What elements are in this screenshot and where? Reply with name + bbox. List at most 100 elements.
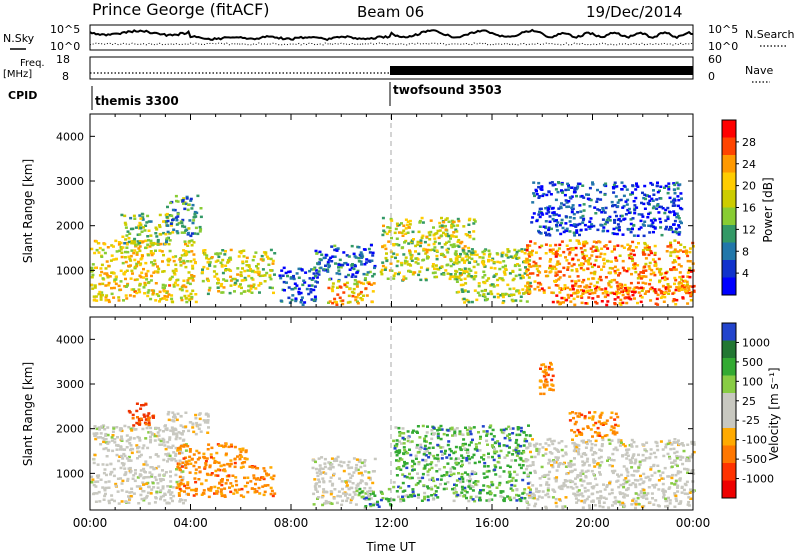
echo-cell bbox=[220, 494, 224, 498]
echo-cell bbox=[140, 212, 144, 216]
echo-cell bbox=[174, 269, 178, 273]
echo-cell bbox=[520, 248, 524, 251]
echo-cell bbox=[482, 270, 486, 273]
echo-cell bbox=[329, 490, 333, 493]
echo-cell bbox=[449, 449, 453, 453]
echo-cell bbox=[176, 231, 180, 235]
echo-cell bbox=[472, 481, 476, 484]
echo-cell bbox=[213, 492, 216, 495]
echo-cell bbox=[561, 191, 565, 194]
echo-cell bbox=[587, 225, 591, 228]
echo-cell bbox=[426, 248, 430, 252]
echo-cell bbox=[129, 264, 132, 267]
echo-cell bbox=[161, 494, 165, 498]
echo-cell bbox=[422, 453, 426, 456]
echo-cell bbox=[158, 290, 162, 294]
echo-cell bbox=[341, 492, 345, 495]
echo-cell bbox=[156, 455, 160, 458]
echo-cell bbox=[411, 490, 415, 494]
data-region bbox=[392, 424, 532, 503]
echo-cell bbox=[646, 492, 650, 495]
echo-cell bbox=[190, 274, 194, 277]
echo-cell bbox=[390, 219, 394, 222]
echo-cell bbox=[576, 289, 580, 292]
echo-cell bbox=[627, 267, 631, 270]
echo-cell bbox=[666, 452, 670, 456]
echo-cell bbox=[178, 500, 182, 503]
echo-cell bbox=[487, 249, 491, 252]
echo-cell bbox=[439, 234, 443, 238]
echo-cell bbox=[498, 475, 502, 478]
echo-cell bbox=[314, 269, 318, 272]
echo-cell bbox=[639, 226, 643, 229]
echo-cell bbox=[536, 281, 540, 285]
echo-cell bbox=[357, 260, 361, 263]
echo-cell bbox=[658, 279, 662, 282]
echo-cell bbox=[478, 491, 482, 494]
echo-cell bbox=[596, 295, 600, 298]
echo-cell bbox=[158, 213, 162, 217]
echo-cell bbox=[549, 258, 553, 261]
echo-cell bbox=[563, 479, 567, 482]
echo-cell bbox=[520, 452, 524, 455]
echo-cell bbox=[398, 434, 402, 437]
echo-cell bbox=[525, 447, 529, 450]
echo-cell bbox=[448, 447, 452, 451]
echo-cell bbox=[470, 257, 474, 261]
echo-cell bbox=[673, 250, 677, 254]
echo-cell bbox=[636, 264, 640, 267]
echo-cell bbox=[620, 214, 624, 218]
echo-cell bbox=[568, 216, 572, 219]
echo-cell bbox=[585, 289, 589, 293]
echo-cell bbox=[328, 278, 332, 281]
echo-cell bbox=[420, 216, 424, 220]
echo-cell bbox=[138, 422, 142, 425]
echo-cell bbox=[655, 267, 659, 271]
echo-cell bbox=[630, 445, 634, 448]
echo-cell bbox=[565, 244, 569, 247]
echo-cell bbox=[564, 453, 568, 456]
echo-cell bbox=[517, 449, 521, 453]
echo-cell bbox=[493, 468, 497, 471]
echo-cell bbox=[556, 260, 560, 263]
echo-cell bbox=[686, 492, 690, 496]
echo-cell bbox=[207, 443, 211, 446]
echo-cell bbox=[182, 231, 186, 234]
echo-cell bbox=[681, 462, 685, 466]
echo-cell bbox=[156, 240, 160, 243]
echo-cell bbox=[329, 501, 333, 505]
echo-cell bbox=[167, 490, 171, 494]
echo-cell bbox=[354, 256, 358, 259]
echo-cell bbox=[325, 501, 329, 505]
echo-cell bbox=[184, 449, 188, 452]
echo-cell bbox=[651, 484, 655, 487]
echo-cell bbox=[485, 430, 489, 433]
echo-cell bbox=[240, 250, 244, 253]
echo-cell bbox=[120, 500, 124, 503]
echo-cell bbox=[625, 188, 629, 191]
echo-cell bbox=[337, 280, 341, 283]
echo-cell bbox=[452, 224, 456, 228]
echo-cell bbox=[614, 256, 618, 259]
echo-cell bbox=[229, 248, 233, 252]
echo-cell bbox=[140, 404, 143, 407]
echo-cell bbox=[668, 211, 672, 214]
echo-cell bbox=[181, 482, 185, 486]
echo-cell bbox=[485, 475, 489, 479]
echo-cell bbox=[585, 497, 589, 501]
echo-cell bbox=[524, 266, 527, 269]
echo-cell bbox=[238, 447, 242, 451]
echo-cell bbox=[293, 286, 297, 290]
echo-cell bbox=[248, 465, 252, 468]
echo-cell bbox=[597, 265, 601, 268]
echo-cell bbox=[339, 495, 342, 498]
echo-cell bbox=[415, 446, 419, 449]
echo-cell bbox=[191, 203, 195, 207]
echo-cell bbox=[639, 491, 643, 495]
echo-cell bbox=[671, 199, 675, 202]
echo-cell bbox=[116, 436, 119, 439]
echo-cell bbox=[622, 443, 625, 446]
echo-cell bbox=[129, 259, 133, 262]
echo-cell bbox=[219, 284, 223, 288]
echo-cell bbox=[648, 231, 652, 234]
